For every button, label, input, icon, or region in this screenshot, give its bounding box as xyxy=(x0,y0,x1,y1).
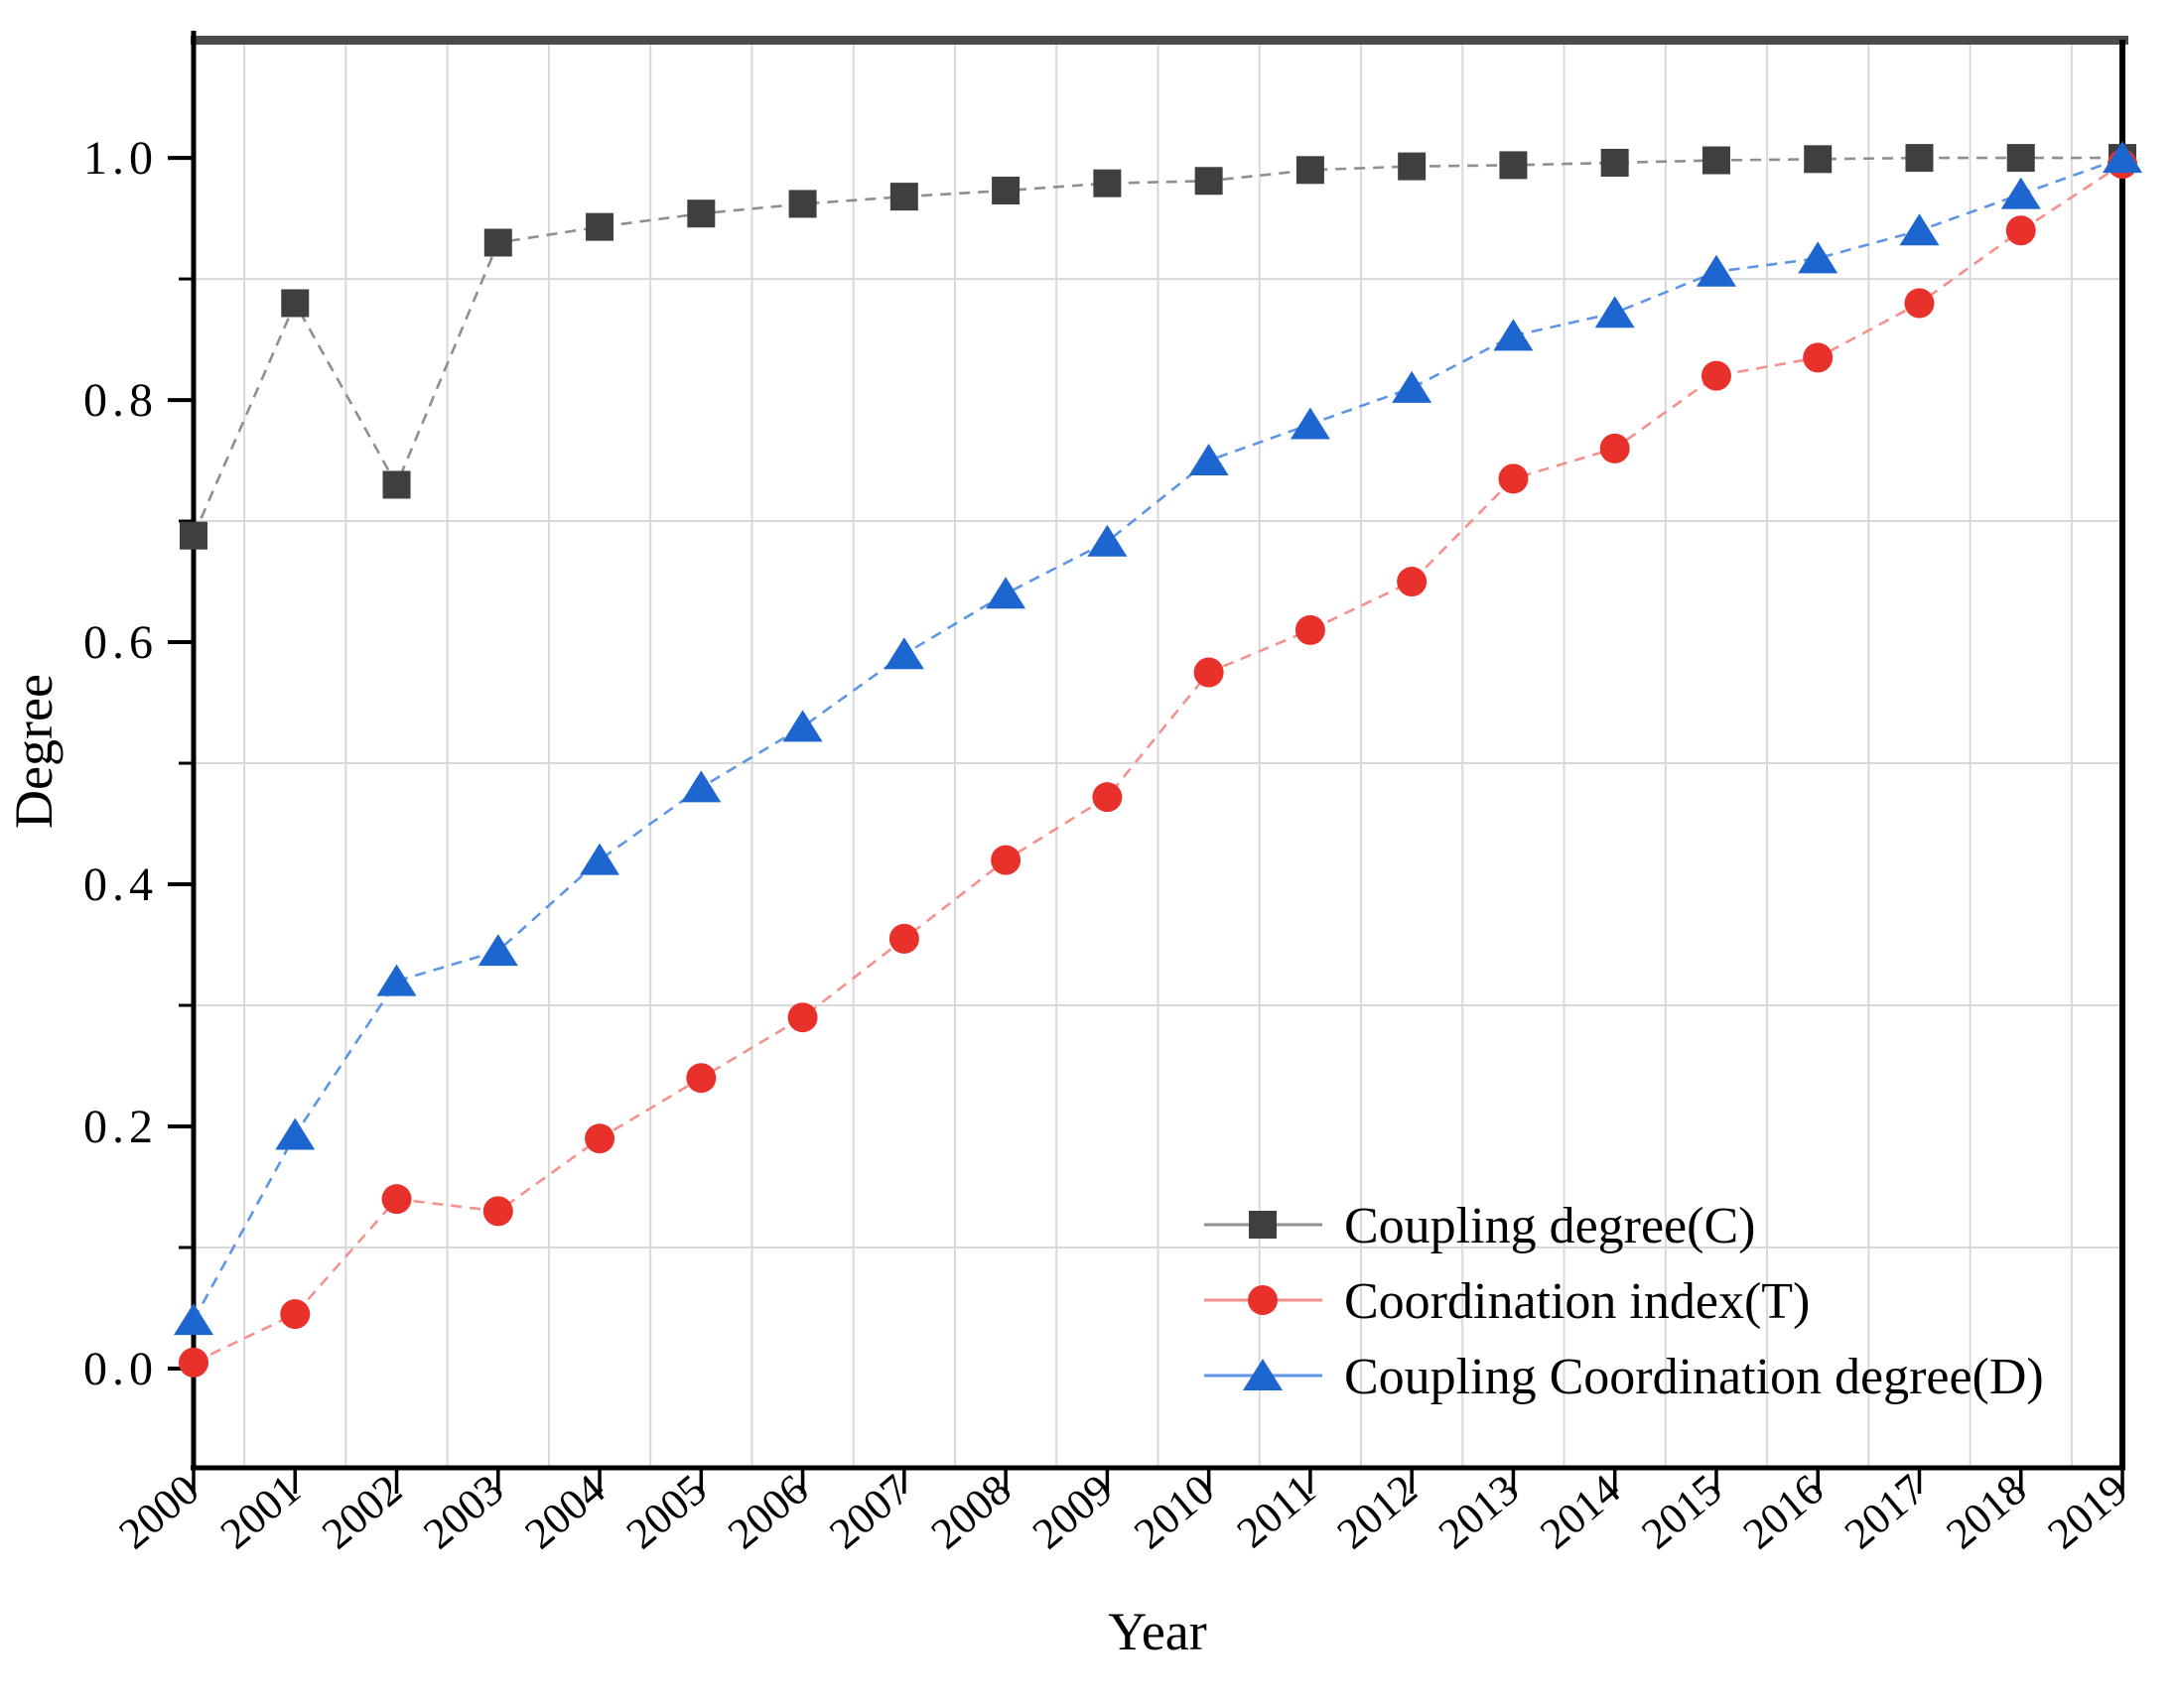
legend-label: Coupling degree(C) xyxy=(1344,1198,1755,1254)
marker-square-2014 xyxy=(1600,148,1629,177)
marker-circle-2003 xyxy=(482,1196,513,1227)
marker-square-2008 xyxy=(992,177,1021,205)
y-tick-label: 0.8 xyxy=(83,374,158,427)
y-tick-label: 0.4 xyxy=(83,858,158,911)
top-spine xyxy=(191,36,2128,45)
y-tick-label: 0.6 xyxy=(83,616,158,669)
marker-circle-2007 xyxy=(888,923,919,954)
marker-square-2000 xyxy=(180,521,207,550)
series-line-0 xyxy=(192,156,2122,537)
marker-triangle-2012 xyxy=(1392,370,1432,403)
marker-circle-2005 xyxy=(686,1063,717,1094)
marker-triangle-2019 xyxy=(2103,141,2142,174)
marker-circle-2012 xyxy=(1397,567,1428,597)
marker-square-2003 xyxy=(483,228,512,257)
marker-triangle-2010 xyxy=(1188,444,1229,476)
marker-triangle-2000 xyxy=(174,1303,213,1336)
marker-circle-2001 xyxy=(280,1299,311,1330)
marker-triangle-2009 xyxy=(1087,524,1128,557)
marker-square-2002 xyxy=(382,470,411,499)
marker-circle-2000 xyxy=(179,1347,208,1378)
y-tick-label: 1.0 xyxy=(83,132,158,185)
marker-circle-2006 xyxy=(787,1002,818,1033)
x-axis-title: Year xyxy=(1108,1602,1207,1661)
marker-circle-2014 xyxy=(1599,433,1630,463)
marker-circle-2002 xyxy=(381,1184,412,1215)
marker-circle-2009 xyxy=(1092,782,1123,813)
marker-square-2011 xyxy=(1295,156,1324,185)
legend-label: Coordination index(T) xyxy=(1344,1273,1810,1330)
marker-square-2001 xyxy=(281,289,310,318)
marker-triangle-2015 xyxy=(1696,254,1736,287)
marker-triangle-2016 xyxy=(1798,241,1838,274)
marker-triangle-2003 xyxy=(477,934,518,967)
marker-square-2005 xyxy=(687,199,716,228)
marker-square-2012 xyxy=(1398,152,1427,181)
series-line-2 xyxy=(192,156,2123,1321)
marker-circle-2010 xyxy=(1193,657,1224,688)
marker-square-2018 xyxy=(2006,144,2035,173)
y-tick-label: 0.2 xyxy=(83,1101,158,1153)
legend-label: Coupling Coordination degree(D) xyxy=(1344,1349,2044,1405)
marker-square-2013 xyxy=(1499,151,1528,180)
marker-square-2009 xyxy=(1093,169,1122,197)
marker-circle-2016 xyxy=(1803,342,1834,373)
marker-circle-2008 xyxy=(991,845,1021,875)
marker-square-2015 xyxy=(1702,146,1730,175)
marker-circle-2017 xyxy=(1904,288,1935,319)
marker-triangle-2011 xyxy=(1290,407,1330,440)
marker-triangle-2006 xyxy=(782,710,823,742)
legend-circle-icon xyxy=(1248,1285,1278,1315)
marker-circle-2011 xyxy=(1294,614,1325,645)
marker-square-2010 xyxy=(1194,167,1223,196)
marker-circle-2015 xyxy=(1701,360,1731,391)
legend-square-icon xyxy=(1249,1211,1277,1239)
marker-triangle-2004 xyxy=(580,843,620,875)
marker-square-2017 xyxy=(1905,144,1934,173)
legend-triangle-icon xyxy=(1243,1359,1283,1390)
series-line-1 xyxy=(193,163,2123,1365)
marker-triangle-2008 xyxy=(986,577,1026,609)
marker-triangle-2002 xyxy=(376,964,417,996)
y-tick-label: 0.0 xyxy=(83,1343,158,1395)
marker-square-2016 xyxy=(1804,145,1833,174)
marker-square-2006 xyxy=(788,190,817,218)
marker-circle-2004 xyxy=(585,1123,615,1154)
marker-circle-2018 xyxy=(2005,215,2036,246)
marker-circle-2013 xyxy=(1498,463,1529,494)
marker-triangle-2005 xyxy=(681,770,722,803)
marker-triangle-2001 xyxy=(275,1117,316,1150)
y-axis-title: Degree xyxy=(4,674,64,829)
marker-triangle-2013 xyxy=(1493,319,1534,351)
marker-square-2004 xyxy=(586,212,614,241)
marker-triangle-2007 xyxy=(884,637,924,670)
marker-triangle-2018 xyxy=(2000,177,2041,209)
marker-triangle-2014 xyxy=(1594,296,1635,328)
marker-square-2007 xyxy=(889,183,918,211)
marker-triangle-2017 xyxy=(1899,213,1940,246)
